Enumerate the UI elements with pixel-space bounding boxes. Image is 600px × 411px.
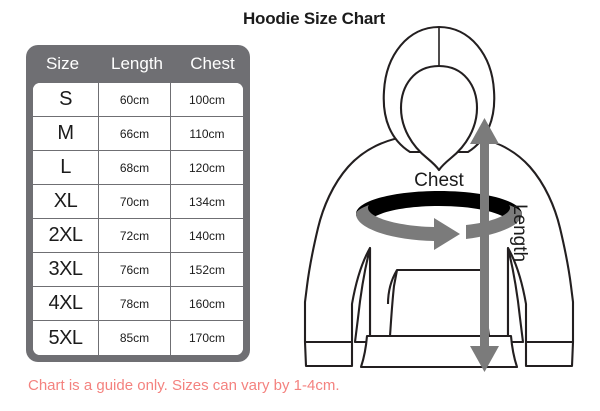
table-row: XL 70cm 134cm [33, 185, 243, 219]
kangaroo-pocket [386, 268, 491, 338]
hoodie-illustration: Chest Length [278, 18, 600, 378]
column-header-size: Size [45, 54, 80, 73]
sleeve-seams [353, 246, 525, 344]
table-row: 5XL 85cm 170cm [33, 321, 243, 355]
cell-length: 68cm [99, 151, 171, 184]
page-title: Hoodie Size Chart [0, 9, 600, 29]
table-row: 2XL 72cm 140cm [33, 219, 243, 253]
length-label: Length [509, 204, 530, 262]
cell-chest: 100cm [171, 83, 243, 116]
cell-size: S [33, 83, 99, 116]
size-chart-table: Size Length Chest S 60cm 100cm M 66cm 11… [26, 45, 250, 362]
hood-face-opening [399, 64, 479, 172]
page-title-text: Hoodie Size Chart [242, 9, 386, 28]
cell-chest: 110cm [171, 117, 243, 150]
cell-chest: 120cm [171, 151, 243, 184]
cell-length: 72cm [99, 219, 171, 252]
sleeve-cuffs [303, 340, 575, 368]
cell-length: 85cm [99, 321, 171, 355]
cell-length: 60cm [99, 83, 171, 116]
cell-size: 3XL [33, 253, 99, 286]
chest-label: Chest [414, 170, 464, 191]
table-body: S 60cm 100cm M 66cm 110cm L 68cm 120cm X… [33, 83, 243, 355]
cell-chest: 152cm [171, 253, 243, 286]
table-row: 4XL 78cm 160cm [33, 287, 243, 321]
cell-length: 76cm [99, 253, 171, 286]
cell-size: M [33, 117, 99, 150]
cell-chest: 134cm [171, 185, 243, 218]
table-row: S 60cm 100cm [33, 83, 243, 117]
cell-chest: 160cm [171, 287, 243, 320]
column-header-length: Length [111, 54, 163, 73]
cell-length: 70cm [99, 185, 171, 218]
cell-chest: 170cm [171, 321, 243, 355]
cell-size: 4XL [33, 287, 99, 320]
cell-size: L [33, 151, 99, 184]
cell-size: XL [33, 185, 99, 218]
cell-size: 2XL [33, 219, 99, 252]
cell-size: 5XL [33, 321, 99, 355]
table-row: 3XL 76cm 152cm [33, 253, 243, 287]
column-header-chest: Chest [190, 54, 235, 73]
cell-length: 78cm [99, 287, 171, 320]
cell-length: 66cm [99, 117, 171, 150]
table-header-row: Size Length Chest [26, 45, 250, 83]
guide-disclaimer: Chart is a guide only. Sizes can vary by… [28, 377, 340, 394]
cell-chest: 140cm [171, 219, 243, 252]
length-arrow [470, 118, 499, 372]
table-row: M 66cm 110cm [33, 117, 243, 151]
table-row: L 68cm 120cm [33, 151, 243, 185]
